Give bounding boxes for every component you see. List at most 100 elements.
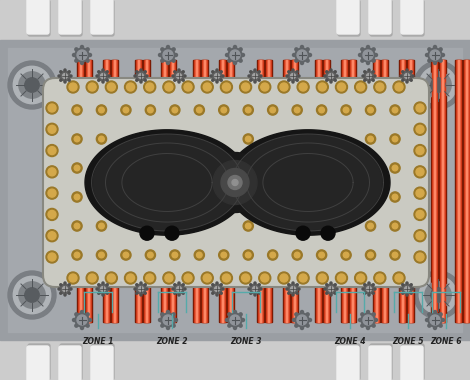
Circle shape bbox=[361, 324, 364, 327]
Circle shape bbox=[357, 83, 365, 91]
FancyBboxPatch shape bbox=[401, 0, 423, 34]
Circle shape bbox=[174, 71, 184, 81]
Bar bbox=[259, 60, 262, 322]
Bar bbox=[77, 60, 84, 322]
Circle shape bbox=[433, 62, 437, 65]
Bar bbox=[164, 60, 165, 322]
Bar bbox=[349, 60, 356, 322]
Circle shape bbox=[402, 71, 404, 73]
Circle shape bbox=[367, 326, 369, 329]
Circle shape bbox=[372, 324, 375, 327]
Bar bbox=[196, 60, 197, 322]
Bar bbox=[294, 60, 295, 322]
Circle shape bbox=[174, 79, 176, 81]
Circle shape bbox=[46, 123, 58, 135]
Circle shape bbox=[125, 272, 136, 284]
Circle shape bbox=[319, 252, 324, 258]
Circle shape bbox=[286, 75, 288, 77]
Bar bbox=[315, 60, 322, 322]
Bar bbox=[228, 60, 233, 322]
Circle shape bbox=[194, 250, 204, 260]
Circle shape bbox=[410, 284, 412, 286]
Circle shape bbox=[364, 292, 366, 294]
Circle shape bbox=[341, 105, 351, 115]
FancyBboxPatch shape bbox=[27, 0, 49, 34]
Circle shape bbox=[19, 72, 45, 98]
Circle shape bbox=[182, 71, 184, 73]
Circle shape bbox=[318, 83, 326, 91]
Circle shape bbox=[219, 250, 229, 260]
Circle shape bbox=[99, 136, 104, 142]
Circle shape bbox=[254, 69, 256, 71]
Circle shape bbox=[240, 272, 251, 284]
Circle shape bbox=[316, 250, 327, 260]
Circle shape bbox=[222, 274, 230, 282]
Bar bbox=[169, 60, 176, 322]
Circle shape bbox=[258, 79, 260, 81]
Bar bbox=[135, 60, 142, 322]
Circle shape bbox=[46, 166, 58, 178]
Circle shape bbox=[414, 271, 462, 319]
Circle shape bbox=[428, 48, 442, 62]
Circle shape bbox=[98, 71, 108, 81]
Circle shape bbox=[19, 282, 45, 308]
Circle shape bbox=[177, 287, 181, 291]
Circle shape bbox=[368, 223, 373, 229]
Bar bbox=[85, 60, 92, 322]
Circle shape bbox=[428, 48, 431, 51]
Circle shape bbox=[359, 54, 361, 57]
Circle shape bbox=[58, 288, 60, 290]
Circle shape bbox=[126, 83, 134, 91]
Text: ZONE 5: ZONE 5 bbox=[392, 337, 424, 347]
Circle shape bbox=[125, 81, 136, 93]
Circle shape bbox=[375, 318, 377, 321]
Circle shape bbox=[88, 83, 96, 91]
Circle shape bbox=[416, 253, 424, 261]
Circle shape bbox=[215, 287, 219, 291]
Circle shape bbox=[414, 102, 426, 114]
Bar bbox=[194, 60, 199, 322]
Circle shape bbox=[261, 274, 269, 282]
Circle shape bbox=[372, 79, 374, 81]
Circle shape bbox=[182, 292, 184, 294]
Circle shape bbox=[288, 284, 298, 294]
Circle shape bbox=[270, 107, 275, 113]
Circle shape bbox=[336, 288, 338, 290]
Circle shape bbox=[60, 71, 70, 81]
Circle shape bbox=[134, 288, 136, 290]
Circle shape bbox=[392, 252, 398, 258]
Circle shape bbox=[228, 176, 242, 190]
Circle shape bbox=[254, 282, 256, 284]
Circle shape bbox=[25, 78, 39, 92]
Bar bbox=[464, 60, 469, 322]
FancyBboxPatch shape bbox=[28, 344, 50, 380]
Circle shape bbox=[270, 252, 275, 258]
Circle shape bbox=[194, 105, 204, 115]
Circle shape bbox=[250, 71, 260, 81]
Circle shape bbox=[278, 81, 290, 93]
Circle shape bbox=[372, 71, 374, 73]
Circle shape bbox=[433, 46, 437, 49]
Circle shape bbox=[96, 134, 107, 144]
Circle shape bbox=[46, 230, 58, 242]
Circle shape bbox=[140, 294, 142, 296]
Bar bbox=[222, 60, 223, 322]
FancyBboxPatch shape bbox=[60, 344, 82, 380]
Circle shape bbox=[165, 274, 173, 282]
Circle shape bbox=[416, 232, 424, 240]
Circle shape bbox=[243, 250, 253, 260]
Circle shape bbox=[324, 75, 326, 77]
Circle shape bbox=[295, 48, 309, 62]
Bar bbox=[258, 60, 263, 322]
Circle shape bbox=[96, 288, 98, 290]
Circle shape bbox=[99, 107, 104, 113]
Bar bbox=[114, 60, 115, 322]
Circle shape bbox=[234, 62, 236, 65]
Circle shape bbox=[355, 272, 367, 284]
Circle shape bbox=[416, 211, 424, 218]
Circle shape bbox=[48, 147, 56, 155]
Circle shape bbox=[296, 71, 298, 73]
Bar bbox=[88, 60, 89, 322]
Circle shape bbox=[86, 324, 89, 327]
Bar bbox=[407, 60, 414, 322]
